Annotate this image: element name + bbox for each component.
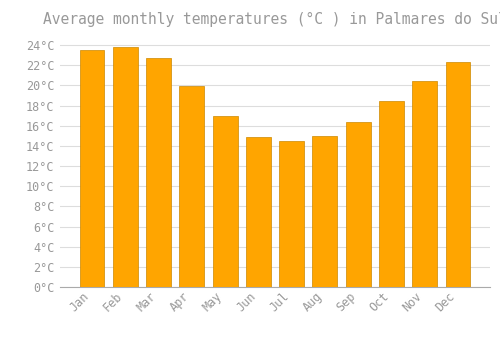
Bar bbox=[146, 58, 171, 287]
Bar bbox=[180, 86, 204, 287]
Bar bbox=[113, 47, 138, 287]
Bar bbox=[279, 141, 304, 287]
Bar bbox=[412, 81, 437, 287]
Bar bbox=[379, 100, 404, 287]
Title: Average monthly temperatures (°C ) in Palmares do Sul: Average monthly temperatures (°C ) in Pa… bbox=[43, 12, 500, 27]
Bar bbox=[246, 137, 271, 287]
Bar bbox=[446, 62, 470, 287]
Bar bbox=[80, 50, 104, 287]
Bar bbox=[212, 116, 238, 287]
Bar bbox=[346, 122, 370, 287]
Bar bbox=[312, 136, 338, 287]
